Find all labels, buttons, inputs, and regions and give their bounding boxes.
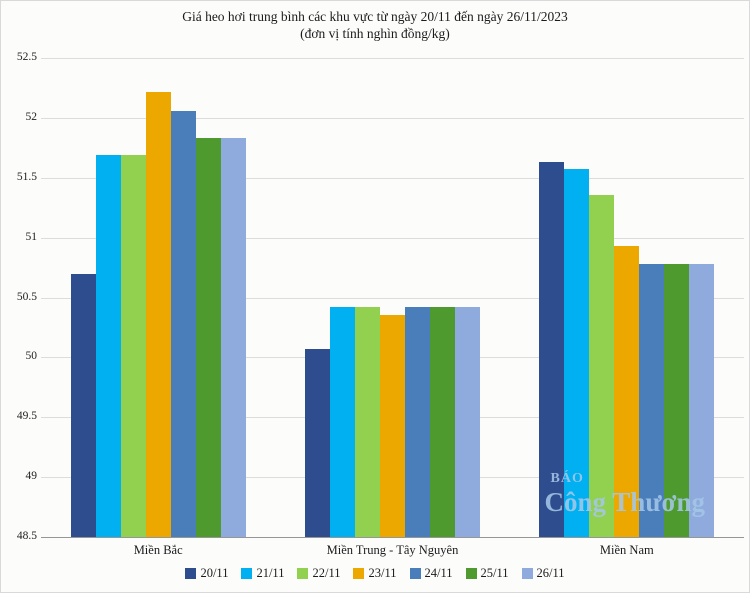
y-axis-tick-label: 50.5 [16, 290, 37, 303]
legend-label: 20/11 [200, 566, 229, 580]
bar-group [510, 58, 744, 537]
legend-swatch [521, 568, 533, 579]
plot-area [41, 58, 744, 538]
x-axis-label: Miền Trung - Tây Nguyên [326, 543, 459, 557]
bar [429, 307, 455, 537]
legend-item: 22/11 [297, 566, 340, 581]
legend-swatch [409, 568, 421, 579]
bar [170, 110, 196, 537]
gridline [41, 297, 744, 299]
legend-item: 23/11 [353, 566, 397, 581]
watermark-line1: BÁO [550, 471, 584, 486]
gridline [41, 177, 744, 179]
legend-item: 24/11 [409, 566, 453, 581]
y-axis-tick-label: 52 [25, 110, 38, 123]
x-axis-line [41, 537, 744, 538]
y-axis: 52.5 52 51.5 51 50.5 50 49.5 49 48.5 [5, 51, 38, 542]
gridline [41, 237, 744, 239]
bar [354, 307, 380, 537]
x-axis-label: Miền Nam [599, 543, 654, 557]
legend-label: 23/11 [368, 566, 397, 580]
x-axis-label: Miền Bắc [133, 543, 183, 557]
bar [589, 194, 615, 537]
bar-group [41, 58, 275, 537]
gridline [41, 58, 744, 59]
bar-groups [41, 58, 744, 537]
x-axis-labels: Miền Bắc Miền Trung - Tây Nguyên Miền Nam [41, 543, 744, 558]
legend-label: 24/11 [424, 566, 453, 580]
chart-title: Giá heo hơi trung bình các khu vực từ ng… [1, 8, 749, 42]
bar [564, 169, 590, 537]
bar [304, 349, 330, 537]
legend-swatch [297, 568, 309, 579]
y-axis-tick-label: 49.5 [16, 410, 37, 423]
y-axis-tick-label: 50 [25, 350, 38, 363]
y-axis-tick-label: 51 [25, 230, 38, 243]
bar [379, 315, 405, 537]
legend-swatch [465, 568, 477, 579]
legend-swatch [241, 568, 253, 579]
legend-item: 20/11 [185, 566, 228, 581]
bar [404, 307, 430, 537]
legend-label: 26/11 [536, 566, 565, 580]
bar [689, 263, 715, 537]
bar [220, 138, 246, 537]
legend-item: 25/11 [465, 566, 509, 581]
chart-title-line1: Giá heo hơi trung bình các khu vực từ ng… [182, 9, 568, 24]
bar [614, 246, 640, 537]
bar [454, 307, 480, 537]
bar [329, 307, 355, 537]
bar-group [275, 58, 509, 537]
legend-swatch [185, 568, 197, 579]
legend-label: 25/11 [480, 566, 509, 580]
bar [639, 263, 665, 537]
legend-swatch [353, 568, 365, 579]
y-axis-tick-label: 51.5 [16, 170, 37, 183]
bar [95, 155, 121, 537]
legend-item: 26/11 [521, 566, 565, 581]
bar [70, 273, 96, 537]
bar [145, 91, 171, 537]
legend-label: 22/11 [312, 566, 341, 580]
y-axis-tick-label: 52.5 [16, 51, 37, 63]
legend: 20/11 21/11 22/11 23/11 24/11 25/11 26/11 [1, 566, 749, 581]
bar [120, 155, 146, 537]
y-axis-tick-label: 49 [25, 470, 38, 483]
bar [195, 138, 221, 537]
bar [539, 162, 565, 537]
legend-label: 21/11 [256, 566, 285, 580]
bar [664, 263, 690, 537]
legend-item: 21/11 [241, 566, 284, 581]
y-axis-tick-label: 48.5 [16, 530, 37, 542]
watermark-line2: Công Thương [544, 487, 705, 517]
chart-title-line2: (đơn vị tính nghìn đồng/kg) [300, 26, 450, 41]
gridline [41, 117, 744, 119]
watermark: BÁO Công Thương [545, 472, 705, 516]
